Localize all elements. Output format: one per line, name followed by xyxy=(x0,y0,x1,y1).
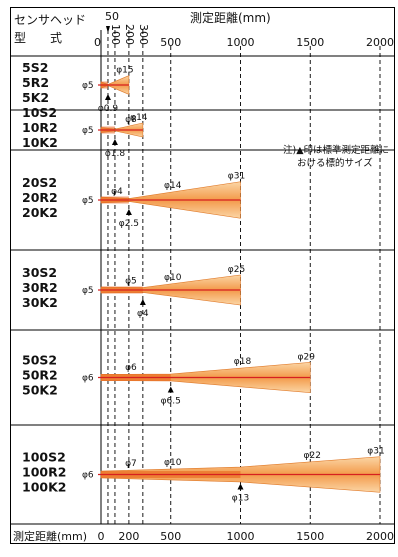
model-name: 30S2 xyxy=(22,265,57,280)
standard-distance-marker xyxy=(237,483,244,490)
beam-size-label: φ10 xyxy=(164,458,182,468)
diagram-frame xyxy=(10,7,395,544)
model-name: 10R2 xyxy=(22,120,58,135)
top-tick-label-1000: 1000 xyxy=(227,36,255,49)
top-tick-label-300: 300 xyxy=(137,24,150,45)
beam-size-label: φ5 xyxy=(82,126,94,136)
beam-size-label: φ10 xyxy=(164,273,182,283)
beam-size-label: φ2.5 xyxy=(119,219,139,229)
top-tick-label-100: 100 xyxy=(109,24,122,45)
tick-50-arrow xyxy=(105,26,110,33)
model-name: 30R2 xyxy=(22,280,58,295)
beam-size-label: φ6 xyxy=(125,363,137,373)
beam-size-label: φ6.5 xyxy=(161,397,181,407)
top-tick-label-200: 200 xyxy=(123,24,136,45)
model-name: 50K2 xyxy=(22,383,58,398)
model-name: 5S2 xyxy=(22,60,48,75)
model-name: 100S2 xyxy=(22,450,66,465)
beam-size-label: φ1.8 xyxy=(105,149,126,159)
model-name: 30K2 xyxy=(22,295,58,310)
beam-size-label: φ25 xyxy=(228,265,245,275)
standard-distance-marker xyxy=(167,386,174,393)
beam-size-label: φ0.9 xyxy=(98,104,119,114)
model-column-title: 型 式 xyxy=(14,31,62,45)
beam-size-label: φ8 xyxy=(125,115,137,125)
model-name: 10K2 xyxy=(22,135,58,150)
bottom-tick-label-0: 0 xyxy=(98,530,105,543)
beam-size-label: φ13 xyxy=(232,494,249,504)
beam-size-label: φ22 xyxy=(304,451,321,461)
beam-size-label: φ5 xyxy=(125,276,137,286)
standard-distance-marker xyxy=(139,299,146,305)
model-name: 5R2 xyxy=(22,75,49,90)
sensor-head-column-title: センサヘッド xyxy=(14,13,86,27)
beam-size-label: φ7 xyxy=(125,459,137,469)
bottom-tick-label-1000: 1000 xyxy=(227,530,255,543)
model-name: 50R2 xyxy=(22,368,58,383)
note-line-1: 注)▲印は標準測定距離に xyxy=(283,144,389,156)
beam-size-label: φ15 xyxy=(116,66,133,76)
top-tick-label-2000: 2000 xyxy=(366,36,394,49)
bottom-tick-label-2000: 2000 xyxy=(366,530,394,543)
beam-size-label: φ18 xyxy=(234,357,252,367)
model-name: 50S2 xyxy=(22,353,57,368)
beam-size-label: φ6 xyxy=(82,374,94,384)
beam-size-label: φ4 xyxy=(111,187,123,197)
beam-size-label: φ14 xyxy=(164,181,182,191)
beam-size-label: φ6 xyxy=(82,471,94,481)
standard-distance-marker xyxy=(125,209,132,215)
bottom-axis-title: 測定距離(mm) xyxy=(13,529,87,543)
axis-title: 測定距離(mm) xyxy=(190,10,271,25)
beam-size-label: φ5 xyxy=(82,196,94,206)
bottom-tick-label-200: 200 xyxy=(118,530,139,543)
beam-size-label: φ14 xyxy=(130,113,148,123)
beam-size-label: φ5 xyxy=(82,81,94,91)
model-name: 20R2 xyxy=(22,190,58,205)
beam-size-label: φ4 xyxy=(137,309,149,319)
model-name: 20K2 xyxy=(22,205,58,220)
top-tick-label-500: 500 xyxy=(160,36,181,49)
model-name: 100R2 xyxy=(22,465,66,480)
top-tick-label-1500: 1500 xyxy=(296,36,324,49)
beam-rows: 5S25R25K2φ5φ15φ0.910S210R210K2φ5φ8φ14φ1.… xyxy=(10,60,395,504)
standard-distance-marker xyxy=(111,139,118,145)
model-name: 100K2 xyxy=(22,480,66,495)
beam-size-label: φ5 xyxy=(82,286,94,296)
model-name: 5K2 xyxy=(22,90,49,105)
beam-size-label: φ29 xyxy=(298,352,316,362)
note-line-2: おける標的サイズ xyxy=(297,157,373,169)
bottom-tick-label-500: 500 xyxy=(160,530,181,543)
model-name: 20S2 xyxy=(22,175,57,190)
top-tick-label-50: 50 xyxy=(105,10,119,23)
beam-size-label: φ31 xyxy=(367,447,384,457)
top-zero-label: 0 xyxy=(94,36,101,49)
bottom-tick-label-1500: 1500 xyxy=(296,530,324,543)
model-name: 10S2 xyxy=(22,105,57,120)
beam-size-label: φ31 xyxy=(228,172,245,182)
standard-distance-marker xyxy=(104,94,111,100)
